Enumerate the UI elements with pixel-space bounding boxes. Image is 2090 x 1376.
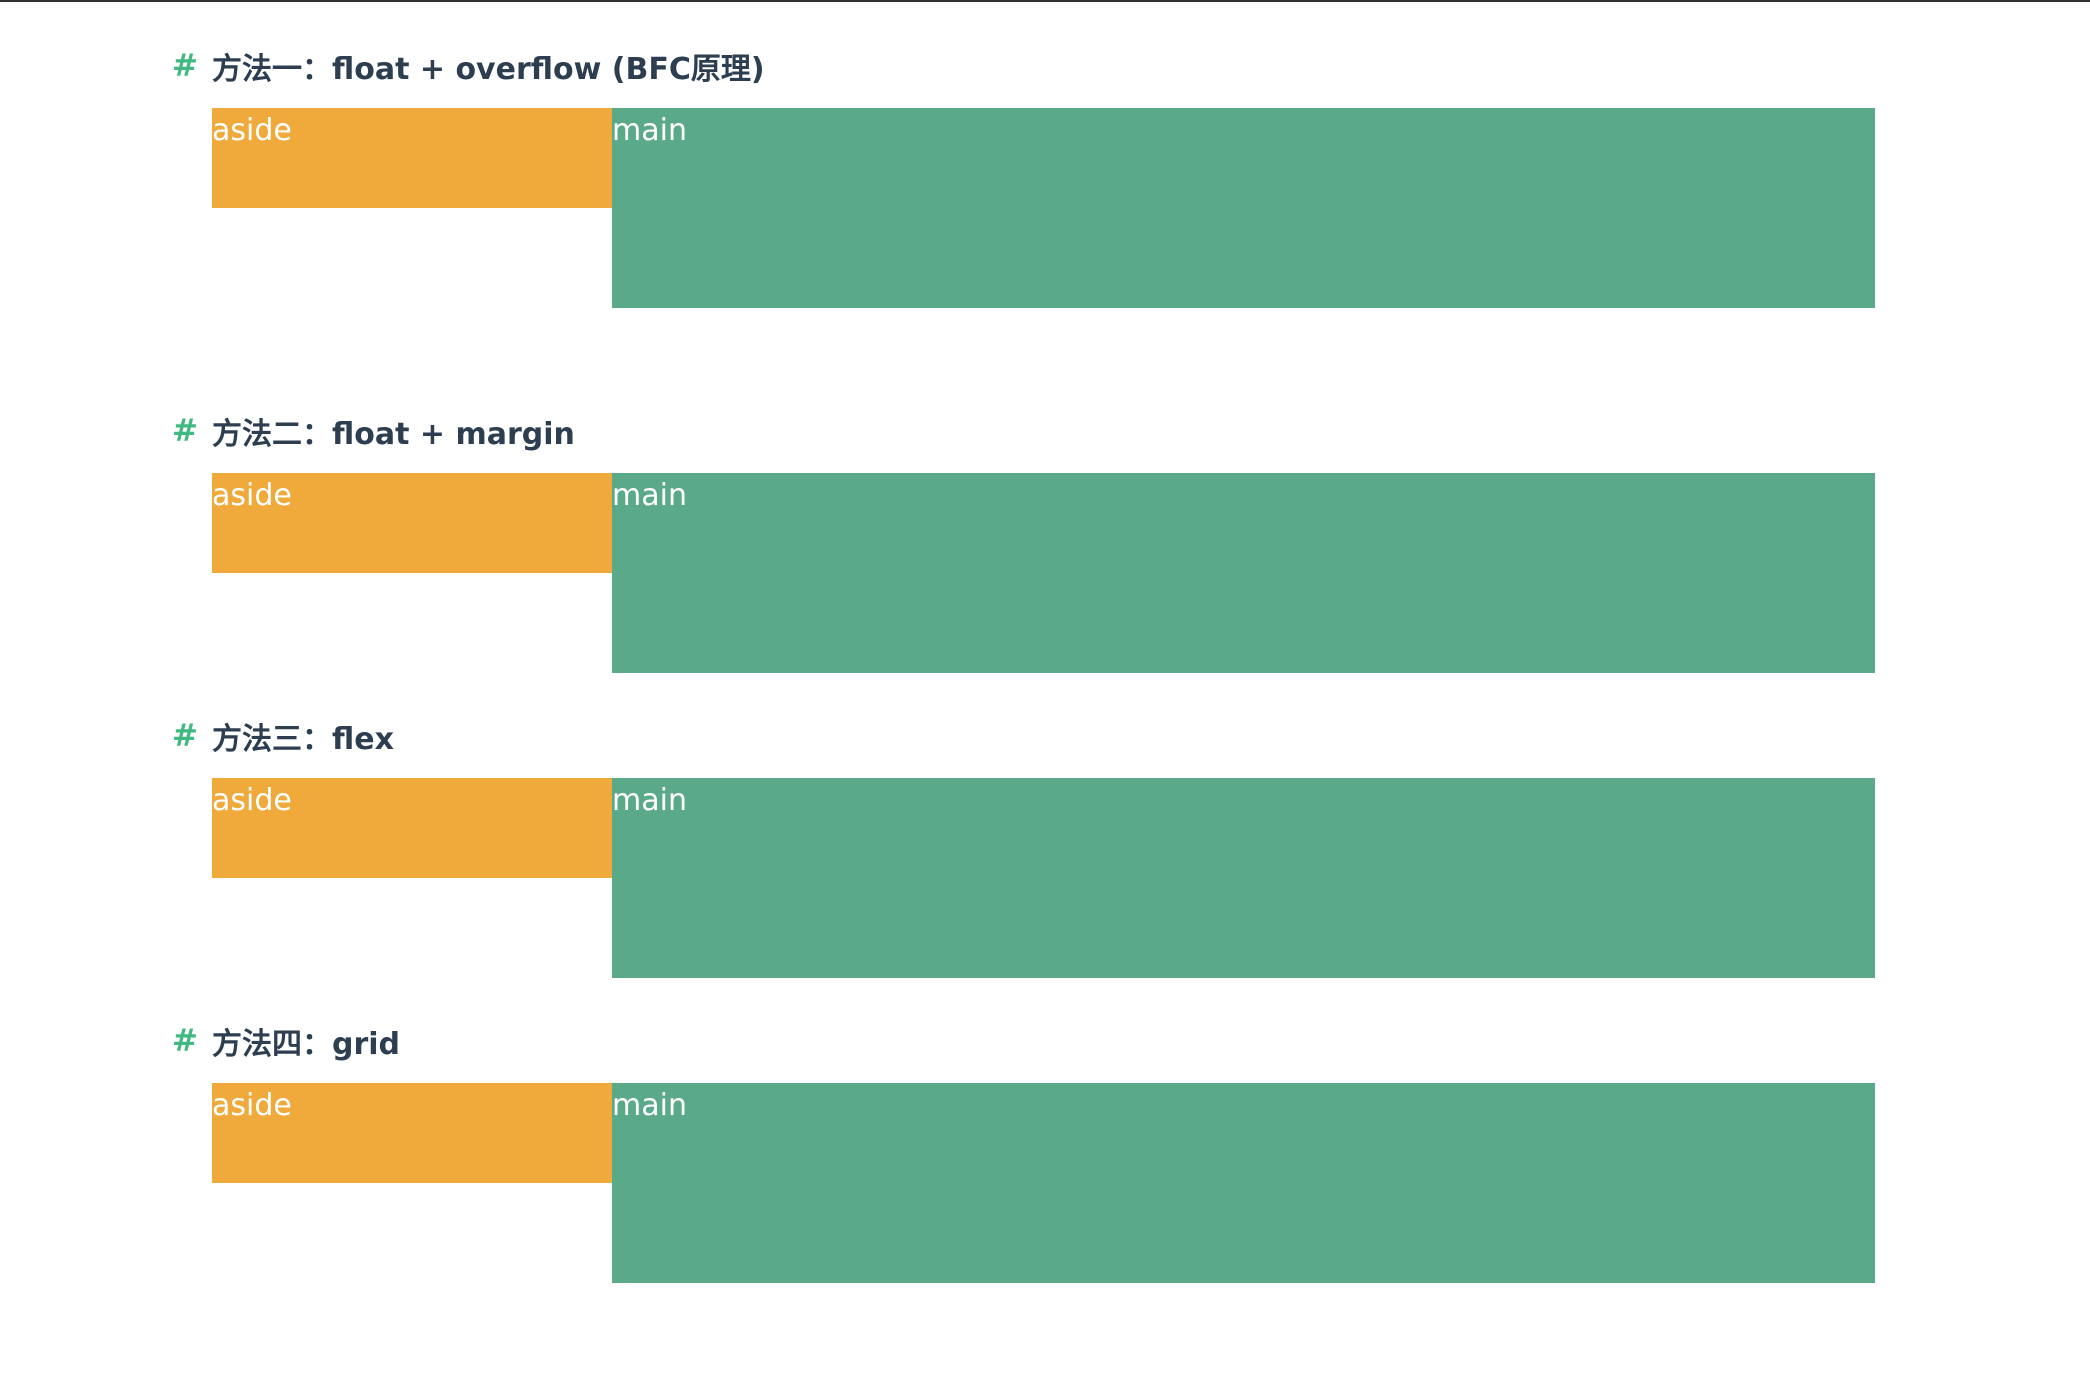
aside-block: aside	[212, 1083, 612, 1183]
heading-title: 方法三：flex	[211, 722, 394, 757]
section-heading: # 方法四：grid	[172, 1019, 400, 1063]
demo-layout: aside main	[212, 1083, 1875, 1283]
main-block: main	[612, 473, 1875, 673]
demo-layout: aside main	[212, 108, 1875, 308]
main-block: main	[612, 1083, 1875, 1283]
demo-layout: aside main	[212, 473, 1875, 673]
aside-block: aside	[212, 108, 612, 208]
heading-title: 方法二：float + margin	[211, 417, 575, 452]
main-block: main	[612, 108, 1875, 308]
heading-anchor-link[interactable]: #	[172, 48, 198, 84]
heading-title: 方法一：float + overflow (BFC原理)	[211, 52, 765, 87]
heading-anchor-link[interactable]: #	[172, 413, 198, 449]
section-heading: # 方法二：float + margin	[172, 409, 575, 453]
section-heading: # 方法三：flex	[172, 714, 394, 758]
aside-block: aside	[212, 778, 612, 878]
main-block: main	[612, 778, 1875, 978]
demo-layout: aside main	[212, 778, 1875, 978]
section-heading: # 方法一：float + overflow (BFC原理)	[172, 44, 765, 88]
heading-title: 方法四：grid	[211, 1027, 401, 1062]
heading-anchor-link[interactable]: #	[172, 1023, 198, 1059]
heading-anchor-link[interactable]: #	[172, 718, 198, 754]
aside-block: aside	[212, 473, 612, 573]
